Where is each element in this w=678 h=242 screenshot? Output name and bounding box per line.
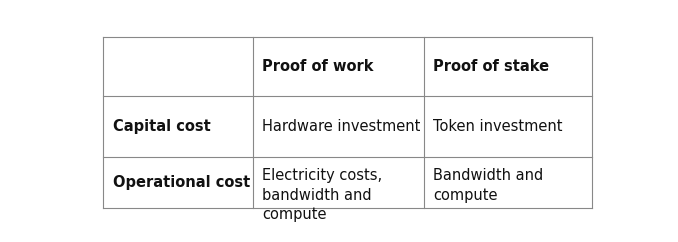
Text: Electricity costs,
bandwidth and
compute: Electricity costs, bandwidth and compute <box>262 168 382 222</box>
Text: Hardware investment: Hardware investment <box>262 119 421 134</box>
Text: Token investment: Token investment <box>433 119 563 134</box>
Text: Capital cost: Capital cost <box>113 119 210 134</box>
Text: Bandwidth and
compute: Bandwidth and compute <box>433 168 543 203</box>
Text: Operational cost: Operational cost <box>113 175 250 190</box>
Text: Proof of work: Proof of work <box>262 59 374 74</box>
Text: Proof of stake: Proof of stake <box>433 59 549 74</box>
